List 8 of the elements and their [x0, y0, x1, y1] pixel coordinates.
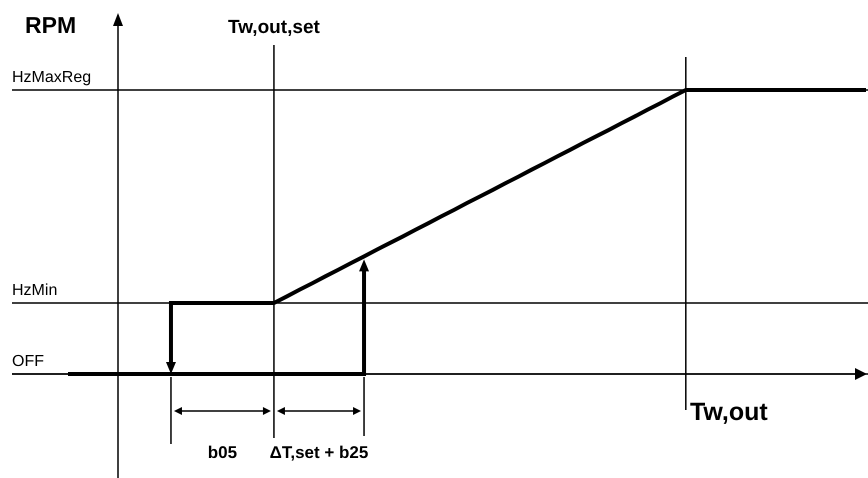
- x-axis-title: Tw,out: [690, 398, 768, 426]
- ref-line-label: HzMin: [12, 282, 58, 299]
- text: ΔT,set + b25: [270, 443, 368, 462]
- text: b05: [208, 443, 238, 462]
- text: Tw,out,set: [228, 17, 321, 38]
- y-axis-title: RPM: [25, 12, 76, 38]
- ref-line-label: HzMaxReg: [12, 69, 92, 86]
- ref-line-label: OFF: [12, 353, 44, 370]
